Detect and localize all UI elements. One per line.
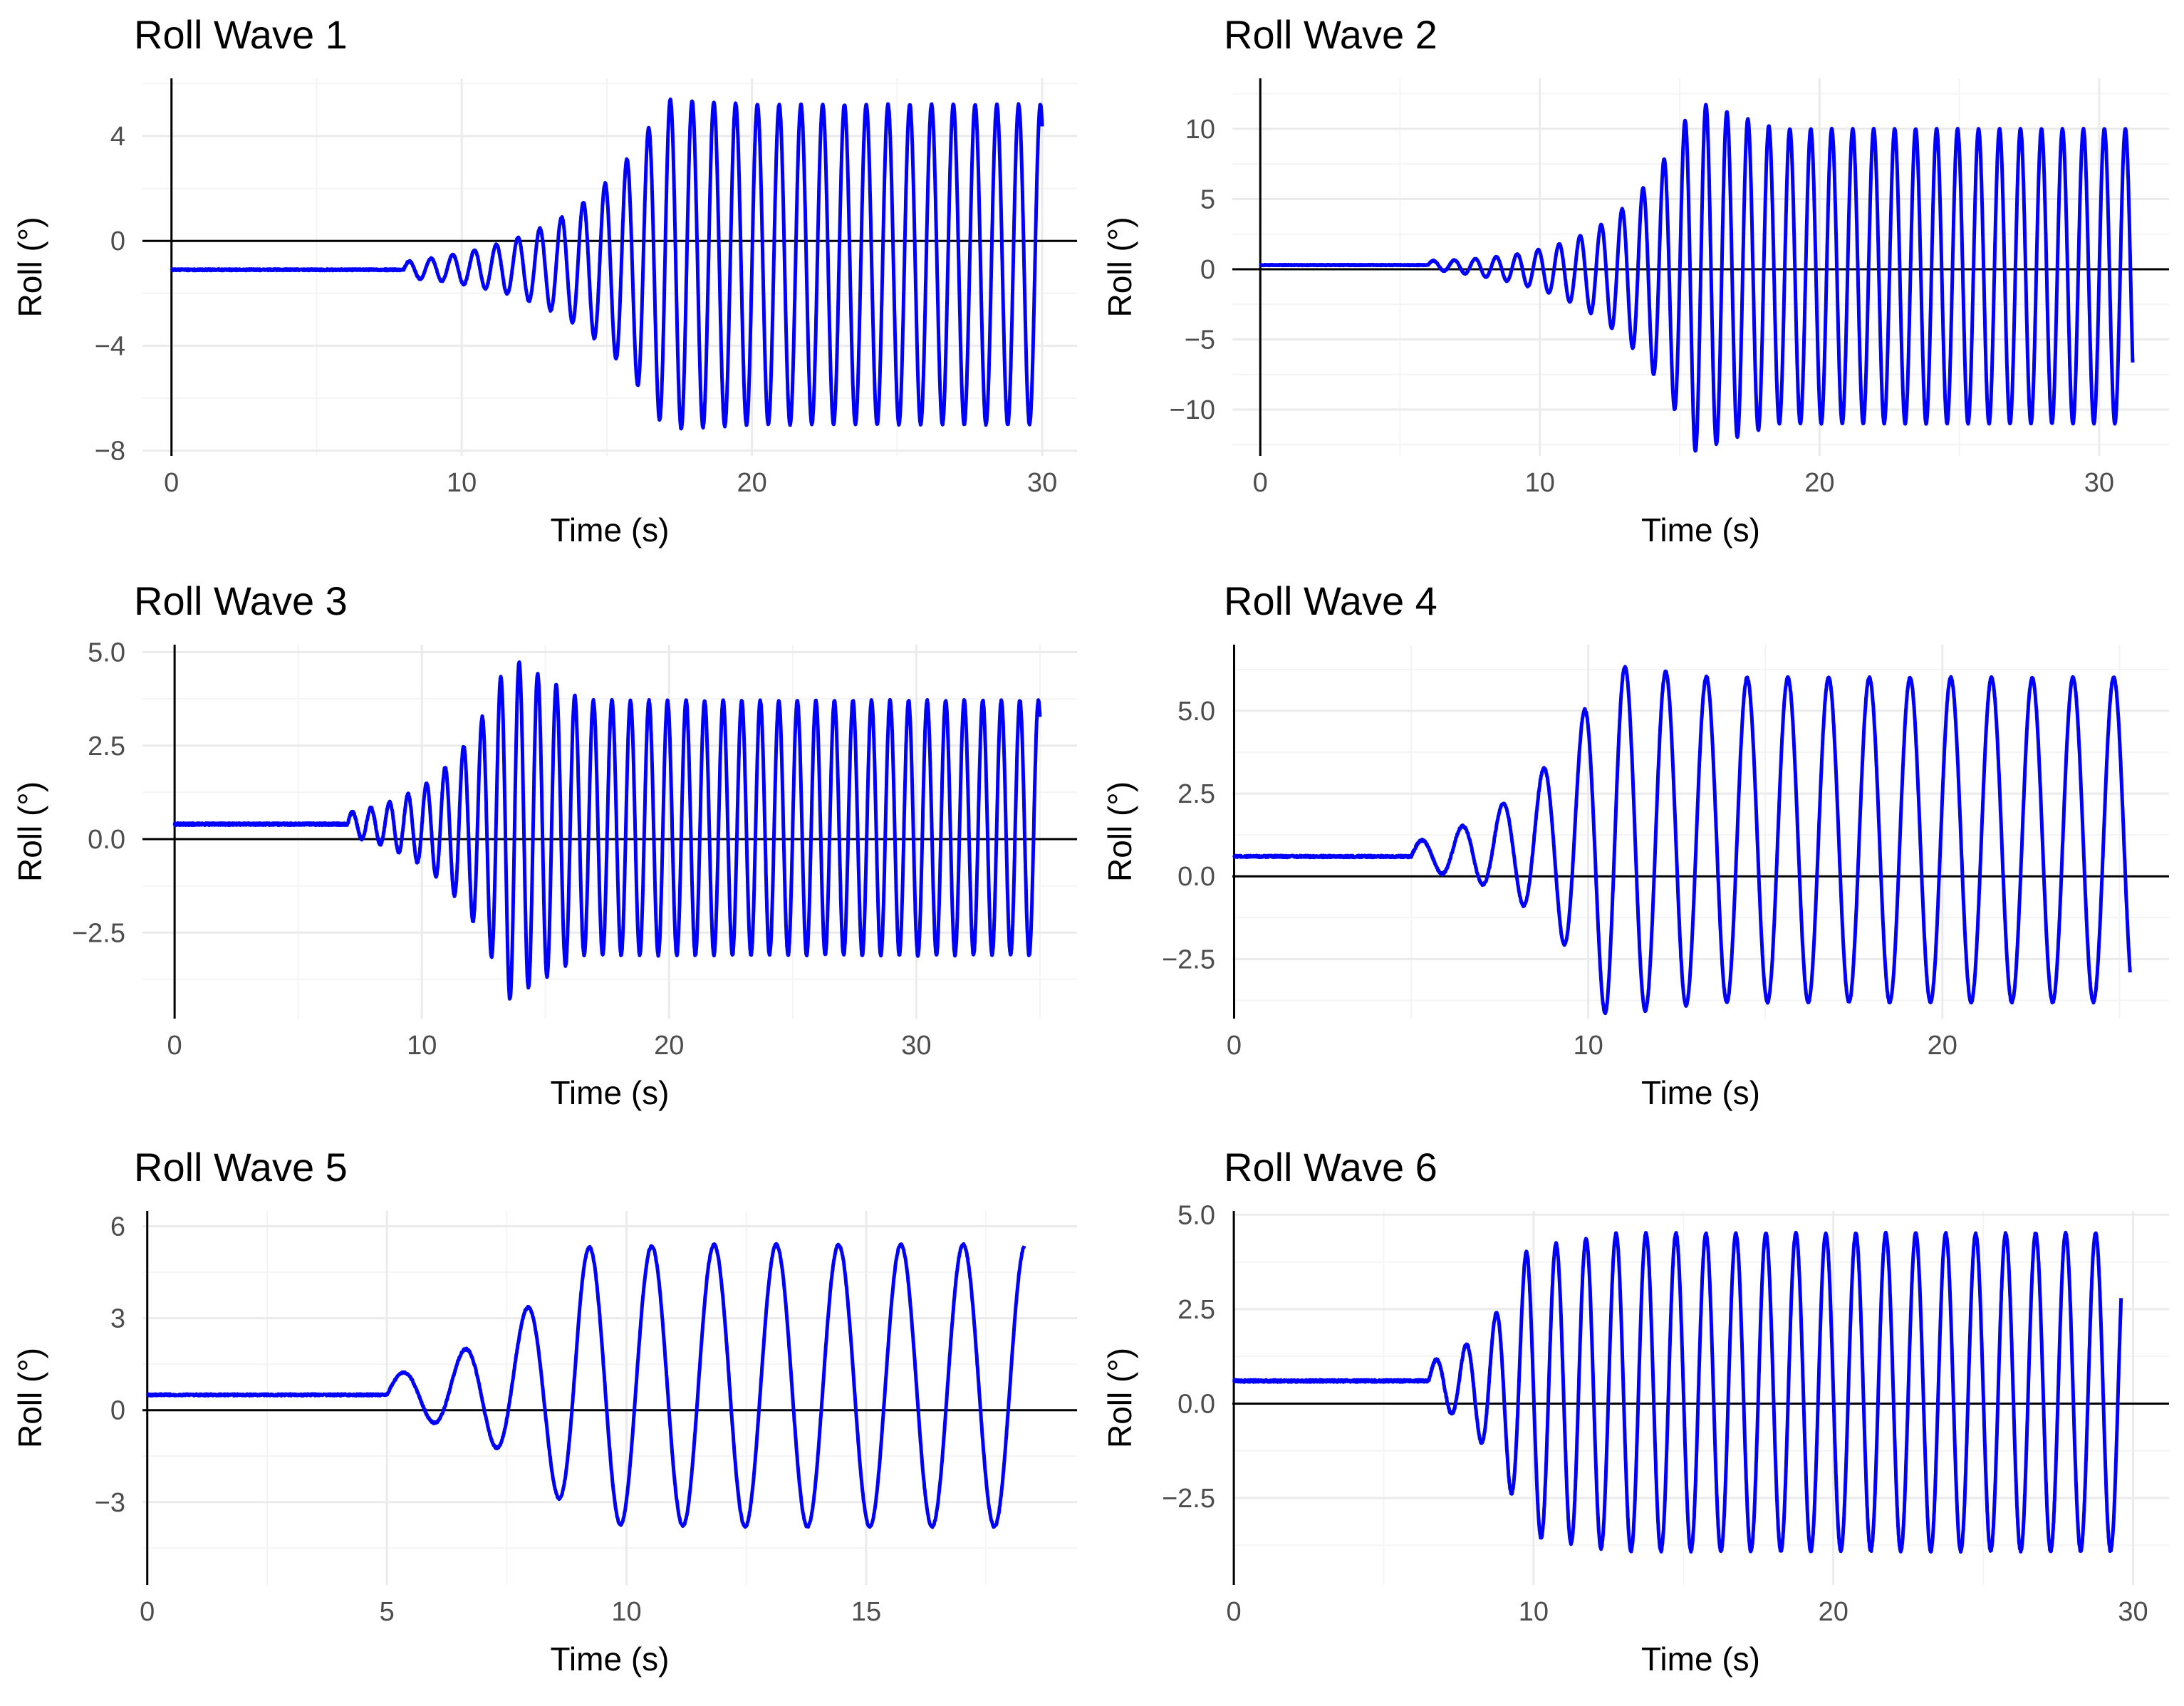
panel-title: Roll Wave 2: [1224, 12, 1437, 57]
y-axis-title: Roll (°): [11, 1348, 48, 1448]
chart-panel-2: 0 10 20 30 −10 −5 0 5 10 Roll Wave 2 Time (s) Roll …: [1101, 12, 2169, 548]
y-tick-label: 5.0: [1177, 1200, 1215, 1230]
roll-series-line: [1259, 103, 2135, 453]
y-tick-label: −4: [95, 331, 125, 361]
y-axis-title: Roll (°): [11, 217, 48, 317]
y-tick-label: −8: [95, 437, 125, 467]
x-tick-label: 10: [407, 1031, 437, 1061]
y-tick-label: 6: [110, 1212, 125, 1242]
x-tick-label: 0: [1227, 1597, 1242, 1627]
chart-panel-4: 0 10 20 −2.5 0.0 2.5 5.0 Roll Wave 4 Time (s) Rol…: [1101, 578, 2169, 1111]
x-tick-label: 0: [1227, 1031, 1242, 1061]
panel-title: Roll Wave 3: [134, 578, 348, 623]
roll-series-line: [170, 97, 1044, 431]
y-axis-title: Roll (°): [1101, 781, 1138, 882]
x-tick-label: 10: [447, 468, 477, 498]
x-tick-label: 10: [1519, 1597, 1549, 1627]
y-tick-label: 0: [110, 227, 125, 256]
chart-panel-5: 0 5 10 15 −3 0 3 6 Roll Wave 5 Time (s) Roll (°): [11, 1145, 1077, 1678]
panel-title: Roll Wave 6: [1224, 1145, 1437, 1190]
x-axis-title: Time (s): [551, 511, 670, 548]
y-tick-label: −2.5: [1162, 1484, 1215, 1514]
y-tick-label: 0: [1200, 255, 1215, 285]
x-tick-label: 30: [2084, 468, 2114, 498]
x-axis-title: Time (s): [1641, 1074, 1760, 1111]
x-tick-label: 0: [167, 1031, 182, 1061]
x-tick-label: 15: [851, 1597, 881, 1627]
y-tick-label: 0.0: [1177, 862, 1215, 892]
y-tick-label: −3: [95, 1488, 125, 1518]
x-tick-label: 20: [1819, 1597, 1848, 1627]
y-axis-title: Roll (°): [11, 781, 48, 882]
y-tick-label: 2.5: [88, 732, 125, 761]
roll-series-line: [145, 1242, 1026, 1529]
x-tick-label: 30: [2118, 1597, 2148, 1627]
x-axis-title: Time (s): [551, 1074, 670, 1111]
panel-title: Roll Wave 4: [1224, 578, 1437, 623]
x-axis-title: Time (s): [551, 1640, 670, 1678]
y-tick-label: −2.5: [72, 918, 125, 948]
x-tick-label: 10: [611, 1597, 641, 1627]
y-tick-label: 5: [1200, 184, 1215, 214]
x-tick-label: 5: [380, 1597, 395, 1627]
y-tick-label: 2.5: [1177, 1295, 1215, 1325]
x-tick-label: 20: [1928, 1031, 1957, 1061]
y-tick-label: −10: [1170, 395, 1215, 425]
x-tick-label: 10: [1525, 468, 1555, 498]
x-tick-label: 20: [1804, 468, 1834, 498]
chart-panel-3: 0 10 20 30 −2.5 0.0 2.5 5.0 Roll Wave 3 Time (s) R…: [11, 578, 1077, 1111]
x-axis-title: Time (s): [1641, 1640, 1760, 1678]
y-tick-label: 2.5: [1177, 779, 1215, 809]
x-tick-label: 20: [654, 1031, 684, 1061]
y-tick-label: 3: [110, 1304, 125, 1334]
x-tick-label: 20: [737, 468, 767, 498]
x-tick-label: 0: [140, 1597, 155, 1627]
x-tick-label: 30: [901, 1031, 931, 1061]
y-tick-label: 5.0: [88, 638, 125, 668]
roll-series-line: [1232, 1230, 2123, 1554]
chart-panel-1: 0 10 20 30 −8 −4 0 4 Roll Wave 1 Time (s) Roll (°): [11, 12, 1077, 548]
panel-title: Roll Wave 1: [134, 12, 348, 57]
y-tick-label: 4: [110, 122, 125, 152]
y-tick-label: 0.0: [88, 825, 125, 855]
y-tick-label: 0: [110, 1396, 125, 1426]
y-axis-title: Roll (°): [1101, 1348, 1138, 1448]
x-axis-title: Time (s): [1641, 511, 1760, 548]
chart-panel-6: 0 10 20 30 −2.5 0.0 2.5 5.0 Roll Wave 6 Time (s) R…: [1101, 1145, 2169, 1678]
y-tick-label: −2.5: [1162, 945, 1215, 974]
y-tick-label: 5.0: [1177, 697, 1215, 727]
y-axis-title: Roll (°): [1101, 217, 1138, 317]
y-tick-label: −5: [1185, 325, 1215, 355]
roll-series-line: [1232, 665, 2132, 1016]
x-tick-label: 0: [1253, 468, 1268, 498]
x-tick-label: 0: [164, 468, 179, 498]
y-tick-label: 10: [1185, 115, 1215, 145]
roll-series-line: [172, 660, 1042, 1001]
y-tick-label: 0.0: [1177, 1389, 1215, 1419]
panel-title: Roll Wave 5: [134, 1145, 348, 1190]
x-tick-label: 30: [1027, 468, 1057, 498]
x-tick-label: 10: [1574, 1031, 1603, 1061]
